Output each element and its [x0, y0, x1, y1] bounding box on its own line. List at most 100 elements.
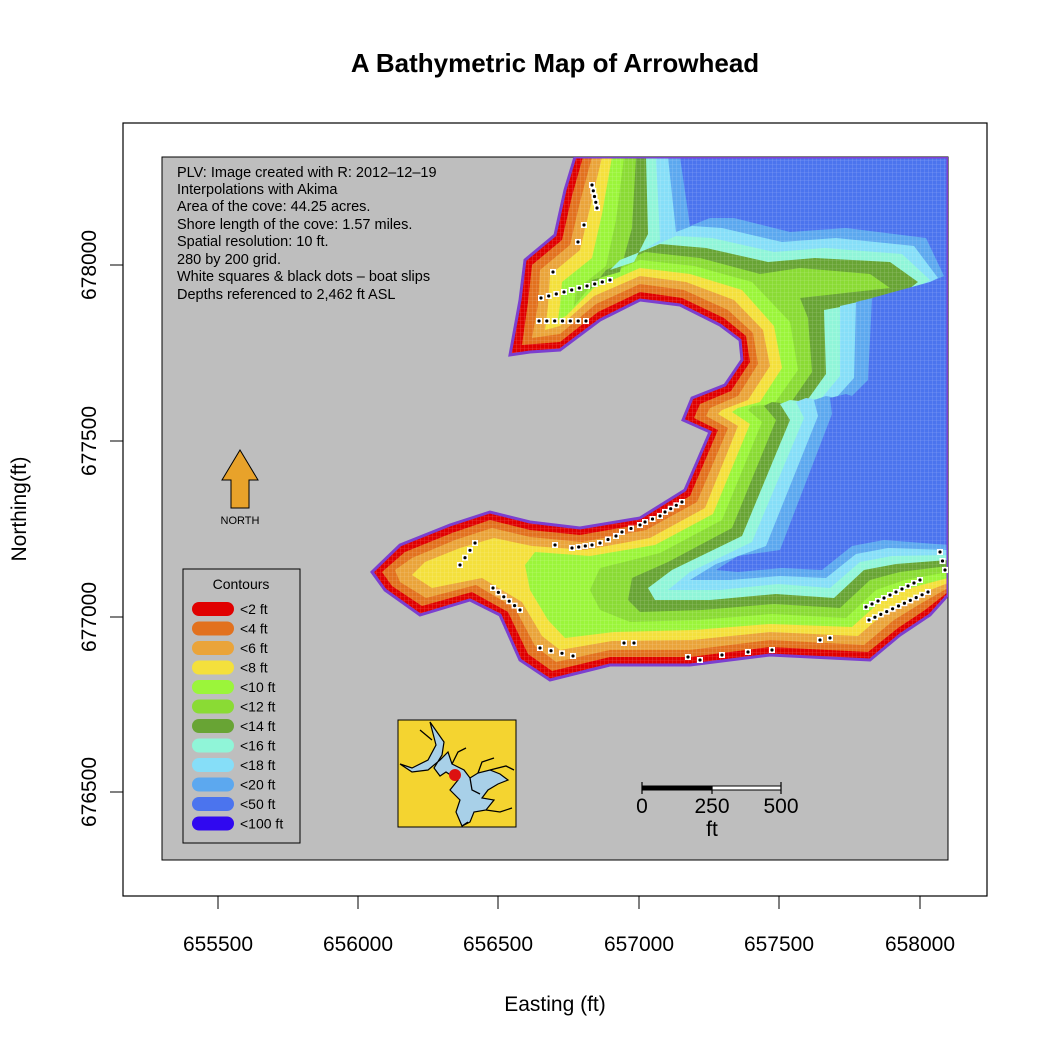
- legend-label: <10 ft: [240, 679, 276, 695]
- boat-slip-dot: [549, 649, 553, 653]
- boat-slip-dot: [885, 610, 889, 614]
- legend-label: <14 ft: [240, 718, 276, 734]
- boat-slip-dot: [560, 651, 564, 655]
- bathymetry-water: [370, 157, 948, 682]
- boat-slip-dot: [590, 543, 594, 547]
- info-line: Shore length of the cove: 1.57 miles.: [177, 217, 412, 233]
- boat-slip-dot: [553, 319, 557, 323]
- legend-swatch: [192, 719, 234, 733]
- boat-slip-dot: [551, 270, 555, 274]
- boat-slip-dot: [491, 586, 495, 590]
- x-tick-label: 656000: [323, 933, 393, 956]
- boat-slip-dot: [570, 546, 574, 550]
- legend-label: <18 ft: [240, 757, 276, 773]
- boat-slip-dot: [912, 581, 916, 585]
- legend-label: <50 ft: [240, 796, 276, 812]
- scale-bar: 0 250 500 ft: [636, 782, 799, 841]
- inset-locator-map: [397, 719, 517, 828]
- boat-slip-dot: [608, 278, 612, 282]
- boat-slip-dot: [896, 604, 901, 608]
- boat-slip-dot: [473, 541, 477, 545]
- boat-slip-dot: [873, 615, 877, 619]
- boat-slip-dot: [545, 319, 549, 323]
- boat-slip-dot: [663, 510, 667, 514]
- boat-slip-dot: [938, 550, 942, 554]
- boat-slip-dot: [502, 595, 506, 599]
- boat-slip-dot: [906, 584, 910, 588]
- shoreline: [370, 157, 948, 682]
- boat-slip-dot: [680, 500, 684, 504]
- boat-slip-dot: [658, 514, 662, 518]
- legend-swatch: [192, 602, 234, 616]
- boat-slip-dot: [622, 641, 626, 645]
- legend-swatch: [192, 699, 234, 714]
- boat-slip-dot: [513, 604, 517, 608]
- boat-slip-dot: [891, 607, 895, 611]
- info-line: PLV: Image created with R: 2012–12–19: [177, 165, 437, 181]
- boat-slip-dot: [940, 559, 945, 563]
- y-axis: 678000 677500 677000 676500 Northing(ft): [8, 230, 124, 827]
- scale-unit: ft: [706, 818, 718, 841]
- boat-slip-dot: [577, 545, 581, 549]
- boat-slip-dot: [577, 286, 581, 290]
- y-tick-label: 677500: [78, 406, 101, 476]
- x-tick-label: 658000: [885, 933, 955, 956]
- boat-slip-dot: [914, 596, 918, 600]
- boat-slip-dot: [818, 638, 822, 642]
- legend-swatch: [192, 660, 234, 675]
- boat-slip-dot: [882, 596, 886, 600]
- legend-swatch: [192, 777, 234, 792]
- boat-slip-dot: [674, 503, 678, 507]
- legend-label: <4 ft: [240, 621, 268, 637]
- boat-slip-dot: [568, 319, 572, 323]
- boat-slip-dot: [632, 641, 636, 645]
- boat-slip-dot: [585, 284, 589, 288]
- boat-slip-dot: [562, 290, 566, 294]
- x-tick-label: 656500: [463, 933, 533, 956]
- boat-slip-dot: [643, 520, 647, 524]
- north-arrow-icon: [221, 449, 259, 509]
- boat-slip-dot: [554, 292, 558, 296]
- north-arrow-label: NORTH: [221, 515, 260, 527]
- boat-slip-dot: [902, 601, 907, 605]
- info-line: Spatial resolution: 10 ft.: [177, 234, 329, 250]
- boat-slip-dot: [570, 288, 574, 292]
- legend-swatch: [192, 621, 234, 636]
- boat-slip-dot: [614, 534, 618, 538]
- contour-legend: Contours <2 ft <4 ft <6 ft <8 ft <10 ft <12 f…: [182, 568, 301, 844]
- boat-slip-dot: [894, 590, 898, 594]
- north-arrow: NORTH: [221, 449, 260, 527]
- scale-label-0: 0: [636, 795, 648, 818]
- boat-slip-dot: [537, 319, 541, 323]
- boat-slip-dot: [629, 526, 633, 531]
- boat-slip-dot: [908, 598, 912, 603]
- inset-lake-arms: [419, 729, 515, 827]
- boat-slip-dot: [584, 319, 588, 323]
- legend-swatch: [192, 738, 234, 753]
- boat-slip-dot: [507, 599, 511, 603]
- boat-slip-dot: [560, 319, 565, 323]
- info-line: Depths referenced to 2,462 ft ASL: [177, 287, 395, 303]
- x-axis: 655500 656000 656500 657000 657500 65800…: [183, 895, 955, 1016]
- boat-slip-dot: [468, 548, 472, 552]
- boat-slip-dot: [876, 599, 880, 603]
- boat-slip-dot: [595, 206, 599, 210]
- boat-slip-dot: [606, 537, 610, 542]
- boat-slip-dot: [547, 294, 551, 298]
- boat-slip-dot: [864, 605, 868, 609]
- location-marker: [449, 769, 461, 781]
- boat-slip-dot: [593, 282, 597, 286]
- boat-slip-dot: [583, 544, 587, 548]
- boat-slip-dot: [620, 530, 624, 534]
- boat-slip-dot: [539, 296, 543, 300]
- x-tick-label: 657000: [604, 933, 674, 956]
- legend-label: <20 ft: [240, 777, 276, 793]
- boat-slip-dot: [518, 608, 522, 612]
- legend-label: <100 ft: [240, 816, 283, 832]
- boat-slip-dot: [943, 568, 947, 572]
- legend-label: <12 ft: [240, 699, 276, 715]
- boat-slip-dot: [458, 563, 462, 567]
- legend-swatch: [192, 680, 234, 694]
- boat-slip-dot: [592, 194, 597, 199]
